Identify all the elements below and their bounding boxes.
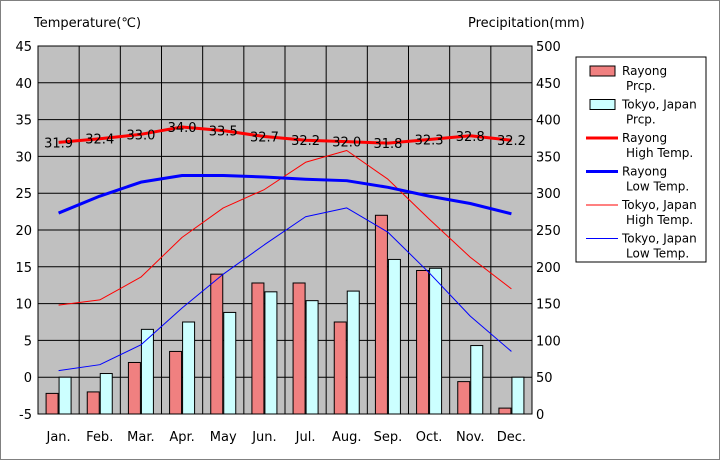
month-label: Jun. (251, 430, 276, 445)
right-tick-label: 50 (536, 371, 553, 386)
left-tick-label: 25 (15, 187, 32, 202)
left-tick-label: 40 (15, 77, 32, 92)
temperature-line (58, 207, 512, 372)
data-label: 31.9 (44, 136, 73, 151)
data-label: 32.7 (250, 131, 279, 146)
right-tick-label: 400 (536, 114, 561, 129)
right-tick-label: 350 (536, 150, 561, 165)
month-label: Nov. (456, 430, 485, 445)
data-label: 32.2 (291, 134, 320, 149)
month-label: Mar. (127, 430, 154, 445)
data-label: 34.0 (168, 121, 197, 136)
left-tick-label: 15 (15, 261, 32, 276)
legend-label: High Temp. (626, 146, 693, 160)
data-label: 32.3 (415, 133, 444, 148)
legend-label: Tokyo, Japan (621, 232, 697, 246)
precip-bar (58, 376, 72, 415)
month-label: Oct. (416, 430, 443, 445)
precip-bar (86, 391, 100, 415)
legend-label: Prcp. (626, 79, 656, 93)
month-label: Dec. (497, 430, 526, 445)
month-label: Sep. (374, 430, 403, 445)
precipitation-bars (45, 214, 525, 415)
precip-bar (511, 376, 525, 415)
precip-bar (346, 290, 360, 415)
precip-bar (127, 361, 141, 415)
data-label: 33.5 (209, 125, 238, 140)
legend-label: Rayong (622, 64, 667, 78)
right-tick-label: 100 (536, 334, 561, 349)
right-tick-label: 450 (536, 77, 561, 92)
precip-bar (99, 373, 113, 415)
legend-label: Low Temp. (626, 247, 689, 261)
left-tick-label: 35 (15, 114, 32, 129)
month-label: Aug. (332, 430, 362, 445)
left-tick-label: 20 (15, 224, 32, 239)
left-tick-label: -5 (19, 408, 32, 423)
month-label: May (210, 430, 237, 445)
precip-bar (416, 269, 430, 415)
right-tick-label: 200 (536, 261, 561, 276)
left-tick-label: 45 (15, 40, 32, 55)
precip-bar (182, 321, 196, 415)
month-label: Jul. (295, 430, 316, 445)
temperature-line (58, 174, 512, 216)
temperature-line (58, 150, 512, 306)
left-tick-label: 30 (15, 150, 32, 165)
legend-label: Tokyo, Japan (621, 98, 697, 112)
legend-label: Low Temp. (626, 180, 689, 194)
data-label: 32.4 (85, 133, 114, 148)
precip-bar (223, 311, 237, 415)
right-tick-label: 150 (536, 298, 561, 313)
legend-label: Prcp. (626, 113, 656, 127)
precip-bar (251, 282, 265, 415)
legend-label: High Temp. (626, 213, 693, 227)
data-label: 33.0 (126, 128, 155, 143)
month-label: Feb. (86, 430, 113, 445)
right-tick-label: 500 (536, 40, 561, 55)
legend-label: Tokyo, Japan (621, 198, 697, 212)
right-tick-label: 300 (536, 187, 561, 202)
precip-bar (292, 282, 306, 415)
temperature-line (58, 125, 512, 145)
precip-bar (333, 321, 347, 415)
precip-bar (470, 345, 484, 415)
precip-bar (140, 328, 154, 415)
right-tick-label: 250 (536, 224, 561, 239)
precip-bar (429, 267, 443, 415)
precip-bar (457, 381, 471, 415)
right-axis-title: Precipitation(mm) (468, 16, 585, 31)
month-label: Jan. (45, 430, 70, 445)
left-tick-label: 0 (24, 371, 32, 386)
precip-bar (305, 300, 319, 415)
legend-label: Rayong (622, 131, 667, 145)
precip-bar (498, 407, 512, 415)
month-label: Apr. (169, 430, 194, 445)
left-tick-label: 10 (15, 298, 32, 313)
right-tick-label: 0 (536, 408, 544, 423)
data-label: 32.2 (497, 134, 526, 149)
data-label: 31.8 (373, 137, 402, 152)
grid-lines (38, 46, 532, 414)
left-tick-label: 5 (24, 334, 32, 349)
data-label: 32.8 (456, 130, 485, 145)
precip-bar (374, 214, 388, 415)
precip-bar (210, 273, 224, 415)
data-labels: 31.9 32.4 33.0 34.0 33.5 32.7 32.2 32.0 31.8 32.3… (44, 121, 526, 152)
legend-swatch (589, 65, 616, 77)
temperature-lines (58, 125, 512, 372)
precip-bar (169, 350, 183, 415)
left-axis-title: Temperature(℃) (33, 16, 141, 31)
precip-bar (387, 258, 401, 415)
data-label: 32.0 (332, 136, 361, 151)
precip-bar (264, 291, 278, 415)
precip-bar (45, 392, 59, 415)
axes: -505101520253035404505010015020025030035… (15, 40, 560, 445)
legend-box (575, 56, 707, 263)
legend-swatch (589, 99, 616, 110)
legend-label: Rayong (622, 165, 667, 179)
